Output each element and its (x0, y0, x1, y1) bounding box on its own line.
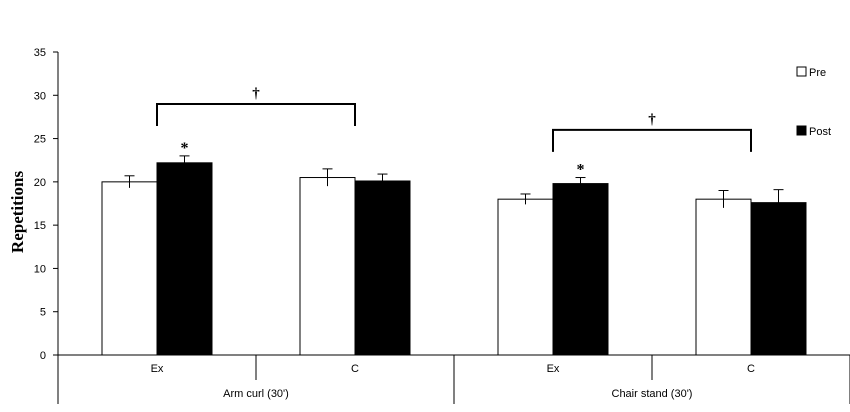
asterisk-marker: * (181, 140, 189, 157)
dagger-marker: † (648, 112, 656, 128)
category-label: Ex (547, 363, 560, 375)
bar-pre (101, 181, 158, 356)
category-label: Ex (151, 363, 164, 375)
error-bars (124, 155, 784, 216)
bar-pre (695, 198, 752, 356)
bar-post (552, 183, 609, 356)
y-tick-label: 20 (34, 177, 46, 189)
y-axis: 0 5 10 15 20 25 30 35 (34, 47, 59, 362)
y-tick-label: 25 (34, 134, 46, 146)
legend-swatch-post (796, 125, 807, 136)
significance-bracket (552, 128, 752, 152)
y-tick-label: 15 (34, 220, 46, 232)
bar-post (354, 180, 411, 356)
y-axis-label: Repetitions (8, 171, 27, 254)
legend-label-post: Post (809, 126, 831, 138)
annotations: * * † † (156, 86, 752, 179)
significance-bracket (156, 102, 356, 126)
y-tick-label: 30 (34, 90, 46, 102)
bar-pre (497, 198, 554, 356)
y-tick-label: 5 (40, 307, 46, 319)
legend-swatch-pre (796, 66, 807, 77)
category-label: C (747, 363, 755, 375)
bar-post (156, 162, 213, 356)
y-tick-label: 10 (34, 263, 46, 275)
x-axis: Ex C Ex C Arm curl (30') Chair stand (30') (57, 354, 850, 404)
legend: Pre Post (796, 66, 831, 138)
asterisk-marker: * (577, 162, 585, 179)
group-label: Arm curl (30') (223, 388, 289, 400)
dagger-marker: † (252, 86, 260, 102)
y-tick-label: 0 (40, 350, 46, 362)
bar-post (750, 202, 807, 356)
legend-label-pre: Pre (809, 67, 826, 79)
group-label: Chair stand (30') (612, 388, 693, 400)
category-label: C (351, 363, 359, 375)
y-tick-label: 35 (34, 47, 46, 59)
bar-pre (299, 177, 356, 356)
bars (101, 162, 807, 356)
